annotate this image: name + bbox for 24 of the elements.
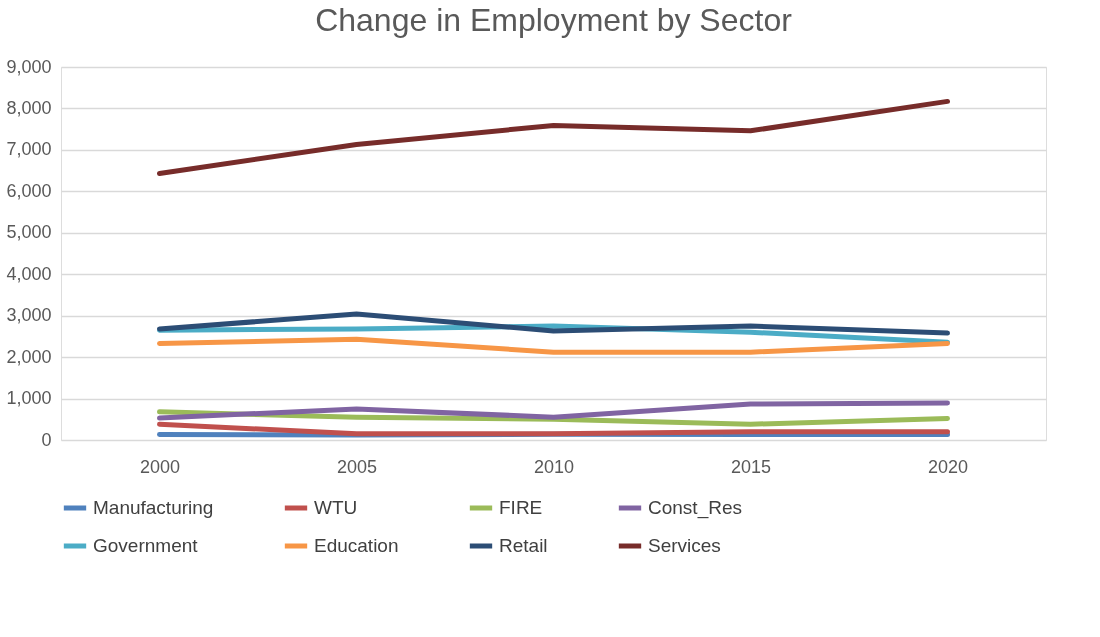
- y-tick-label: 9,000: [6, 56, 52, 77]
- x-tick-label: 2020: [927, 456, 969, 477]
- y-tick-label: 3,000: [6, 305, 52, 326]
- legend-label: Manufacturing: [93, 497, 214, 518]
- legend-label: FIRE: [499, 497, 543, 518]
- x-tick-label: 2000: [139, 456, 181, 477]
- x-tick-label: 2005: [336, 456, 378, 477]
- legend-label: Education: [314, 535, 399, 556]
- y-tick-label: 8,000: [6, 97, 52, 118]
- y-tick-label: 1,000: [6, 388, 52, 409]
- y-tick-label: 6,000: [6, 180, 52, 201]
- y-tick-label: 4,000: [6, 263, 52, 284]
- y-tick-label: 2,000: [6, 346, 52, 367]
- legend-label: Government: [93, 535, 199, 556]
- legend-label: Services: [648, 535, 721, 556]
- y-tick-label: 5,000: [6, 222, 52, 243]
- x-tick-label: 2015: [730, 456, 772, 477]
- chart-title: Change in Employment by Sector: [315, 2, 793, 38]
- legend-label: Retail: [499, 535, 548, 556]
- legend-label: WTU: [314, 497, 358, 518]
- y-tick-label: 0: [41, 429, 52, 450]
- y-tick-label: 7,000: [6, 139, 52, 160]
- legend-label: Const_Res: [648, 497, 742, 519]
- x-tick-label: 2010: [533, 456, 575, 477]
